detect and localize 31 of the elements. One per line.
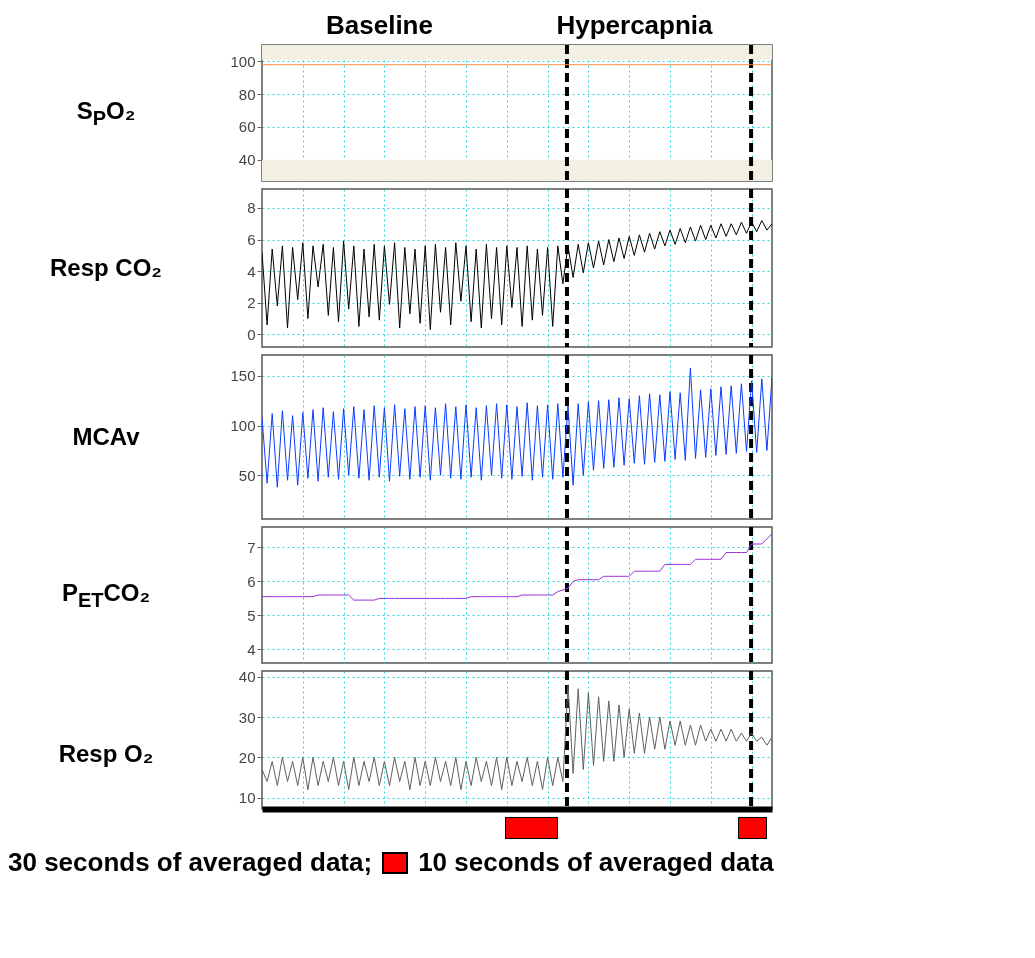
y-tick-label: 2 [247,294,256,312]
y-axis-title: P$_{ET}$CO₂ [60,578,152,612]
line-series [262,533,772,601]
text: 10 seconds of averaged data [418,847,774,878]
y-tick-label: 100 [230,52,256,70]
line-series [262,367,772,488]
y-tick-label: 40 [238,668,256,686]
y-axis-title: MCAv [71,423,141,451]
y-axis-title: Resp CO₂ [49,254,163,282]
y-tick-label: 7 [247,538,256,556]
y-tick-label: 50 [238,466,256,484]
y-axis-title: S$_{P}$O₂ [75,96,137,130]
y-tick-label: 0 [247,325,256,343]
y-tick-label: 40 [238,151,256,169]
text: Hypercapnia [555,10,714,41]
text: 30 seconds of averaged data; [8,847,373,878]
y-tick-label: 5 [247,606,256,624]
y-axis-title: Resp O₂ [57,740,155,768]
y-tick-label: 100 [230,417,256,435]
y-tick-label: 80 [238,85,256,103]
y-tick-label: 6 [247,231,256,249]
y-tick-label: 4 [247,640,256,658]
text: Baseline [325,10,434,41]
y-tick-label: 20 [238,748,256,766]
y-tick-label: 30 [238,708,256,726]
y-tick-label: 60 [238,118,256,136]
y-tick-label: 8 [247,199,256,217]
y-tick-label: 150 [230,367,256,385]
y-tick-label: 4 [247,262,256,280]
y-tick-label: 6 [247,572,256,590]
y-tick-label: 10 [238,789,256,807]
